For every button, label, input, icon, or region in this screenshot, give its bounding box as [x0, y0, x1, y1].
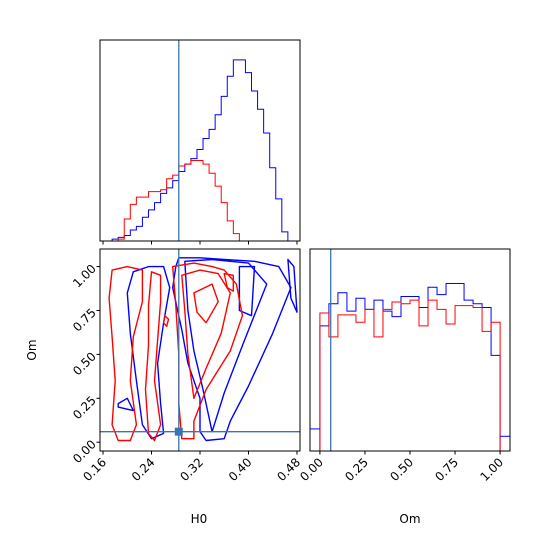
hist-om-plot-area — [310, 249, 510, 451]
blue-histogram-series — [319, 283, 501, 451]
blue-contour-0 — [172, 257, 292, 442]
h0-om-contour-panel: 0.000.250.500.751.000.16 0.24 0.32 0.40 0.48 — [70, 248, 303, 484]
y-ticklabel-om: 0.50 — [70, 349, 99, 378]
red-histogram-series — [106, 159, 294, 241]
x-ticklabel-h0: 0.24 — [129, 455, 158, 484]
y-ticklabel-om: 1.00 — [70, 262, 99, 291]
x-ticklabel-h0: 0.40 — [226, 455, 255, 484]
om-histogram-panel: 0.00 0.25 0.50 0.75 1.00 — [297, 248, 511, 484]
red-contour-0 — [108, 265, 144, 442]
contour-h0-om-frame — [99, 248, 301, 452]
hist-h0-frame — [99, 39, 301, 242]
xlabel-om: Om — [399, 512, 420, 526]
blue-contour-2 — [184, 258, 268, 433]
x-ticklabel-om: 0.00 — [297, 455, 326, 484]
red-histogram-series — [319, 299, 501, 451]
h0-histogram-panel — [99, 39, 301, 245]
contour-h0-om-plot-area — [100, 249, 300, 451]
blue-contour-1 — [126, 265, 171, 440]
red-contour-5 — [223, 272, 234, 292]
truth-point — [174, 427, 183, 436]
red-contour-1 — [144, 271, 162, 442]
x-ticklabel-om: 1.00 — [477, 455, 506, 484]
x-ticklabel-om: 0.50 — [387, 455, 416, 484]
x-ticklabel-h0: 0.48 — [274, 455, 303, 484]
red-contour-6 — [162, 315, 170, 327]
xlabel-h0: H0 — [191, 512, 208, 526]
blue-histogram-series — [106, 59, 294, 241]
blue-contour-4 — [287, 258, 298, 313]
y-ticklabel-om: 0.25 — [70, 393, 99, 422]
ylabel-om: Om — [25, 339, 39, 360]
hist-h0-plot-area — [106, 40, 294, 241]
x-ticklabel-om: 0.25 — [342, 455, 371, 484]
blue-contour-3 — [238, 265, 256, 317]
x-ticklabel-h0: 0.32 — [177, 455, 206, 484]
x-ticklabel-om: 0.75 — [432, 455, 461, 484]
blue-contour-5 — [117, 397, 134, 412]
y-ticklabel-om: 0.75 — [70, 306, 99, 335]
red-contour-3 — [181, 269, 231, 399]
hist-om-frame — [309, 248, 511, 452]
red-contour-4 — [193, 283, 219, 324]
